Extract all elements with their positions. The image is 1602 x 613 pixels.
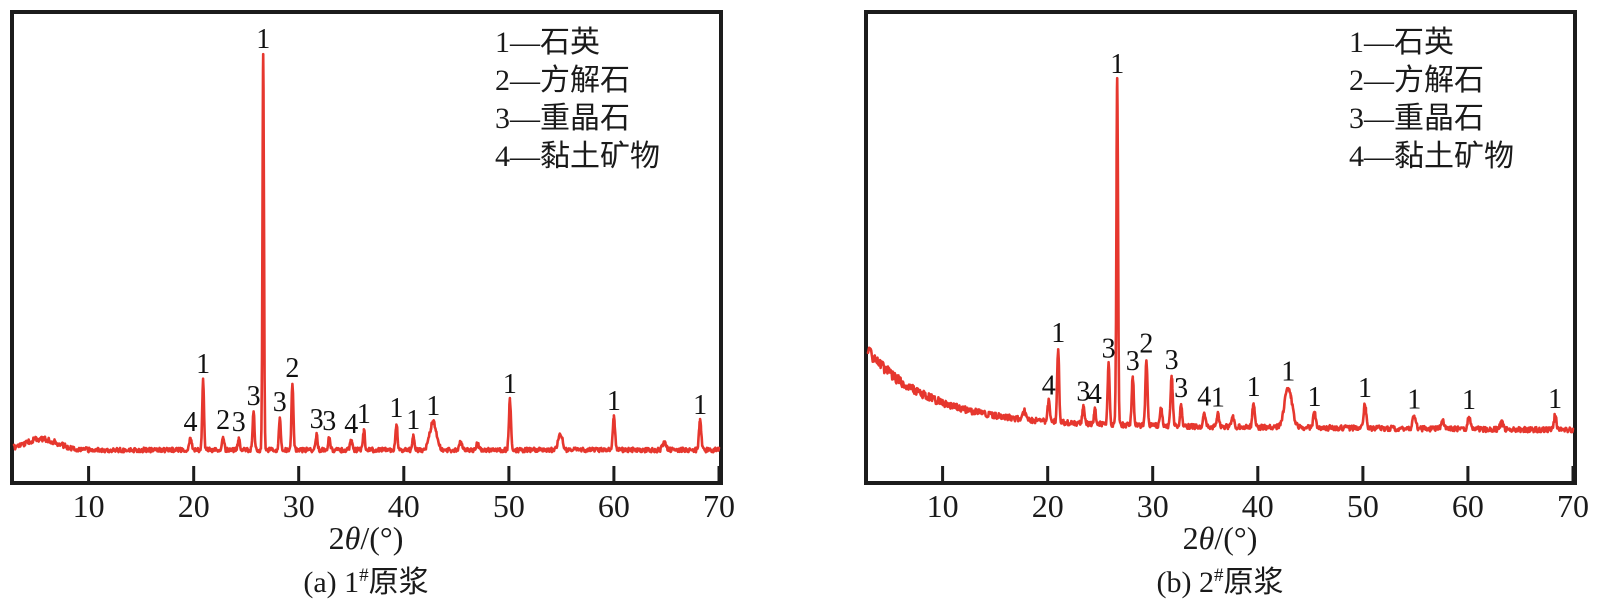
legend-item-barite: 3—重晶石 bbox=[1349, 102, 1484, 135]
legend-b: 1—石英 2—方解石 3—重晶石 4—黏土矿物 bbox=[1349, 26, 1514, 173]
peak-annotation: 4 bbox=[1197, 382, 1211, 413]
legend-item-quartz: 1—石英 bbox=[495, 26, 600, 59]
peak-annotation: 4 bbox=[1088, 379, 1102, 410]
x-axis-tick-label: 60 bbox=[1452, 488, 1484, 524]
peak-annotation: 1 bbox=[503, 369, 517, 400]
peak-annotation: 1 bbox=[1281, 357, 1295, 388]
peak-annotation: 3 bbox=[1165, 345, 1179, 376]
peak-annotation: 2 bbox=[285, 353, 299, 384]
peak-annotation: 1 bbox=[693, 390, 707, 421]
x-axis-title-a: 2θ/(°) bbox=[329, 520, 404, 556]
x-axis-tick-label: 70 bbox=[703, 488, 735, 524]
x-axis-ticks-a: 10 20 30 40 50 60 70 bbox=[73, 466, 735, 524]
x-axis-tick-label: 60 bbox=[598, 488, 630, 524]
x-axis-tick-label: 40 bbox=[1242, 488, 1274, 524]
x-axis-tick-label: 10 bbox=[927, 488, 959, 524]
legend-item-clay: 4—黏土矿物 bbox=[1349, 140, 1514, 173]
peak-annotation: 1 bbox=[1407, 385, 1421, 416]
peak-annotation: 3 bbox=[322, 406, 336, 437]
xrd-trace bbox=[12, 52, 721, 454]
x-axis-tick-label: 30 bbox=[283, 488, 315, 524]
peak-annotation: 1 bbox=[1308, 382, 1322, 413]
x-axis-ticks-b: 10 20 30 40 50 60 70 bbox=[927, 466, 1589, 524]
diffraction-trace-b bbox=[866, 76, 1575, 434]
peak-annotation: 1 bbox=[1358, 373, 1372, 404]
peak-annotation: 1 bbox=[406, 405, 420, 436]
peak-annotation: 1 bbox=[256, 24, 270, 55]
peak-annotation: 4 bbox=[1042, 371, 1056, 402]
legend-item-calcite: 2—方解石 bbox=[1349, 64, 1484, 97]
peak-annotation: 1 bbox=[1110, 49, 1124, 80]
peak-annotation: 3 bbox=[1126, 346, 1140, 377]
peak-annotation: 3 bbox=[310, 404, 324, 435]
xrd-trace bbox=[866, 76, 1575, 434]
peak-annotation: 3 bbox=[1174, 373, 1188, 404]
peak-annotation: 1 bbox=[1462, 385, 1476, 416]
peak-annotation: 3 bbox=[273, 387, 287, 418]
peak-annotation: 3 bbox=[1076, 377, 1090, 408]
peak-annotation: 4 bbox=[184, 407, 198, 438]
peak-annotation: 3 bbox=[247, 381, 261, 412]
caption-a: (a) 1#原浆 bbox=[303, 565, 428, 599]
peak-annotation: 1 bbox=[357, 399, 371, 430]
plot-border-b bbox=[864, 10, 1577, 485]
peak-annotation: 1 bbox=[1051, 318, 1065, 349]
peak-annotation: 3 bbox=[1102, 334, 1116, 365]
x-axis-tick-label: 50 bbox=[1347, 488, 1379, 524]
legend-a: 1—石英 2—方解石 3—重晶石 4—黏土矿物 bbox=[495, 26, 660, 173]
caption-b: (b) 2#原浆 bbox=[1157, 565, 1284, 599]
peak-annotation: 3 bbox=[232, 407, 246, 438]
peak-annotation: 2 bbox=[216, 405, 230, 436]
x-axis-tick-label: 30 bbox=[1137, 488, 1169, 524]
x-axis-tick-label: 20 bbox=[178, 488, 210, 524]
legend-item-calcite: 2—方解石 bbox=[495, 64, 630, 97]
peak-annotation: 1 bbox=[607, 386, 621, 417]
peak-annotation: 4 bbox=[344, 409, 358, 440]
peak-annotation: 1 bbox=[389, 393, 403, 424]
peak-annotation: 1 bbox=[1211, 383, 1225, 414]
x-axis-tick-label: 70 bbox=[1557, 488, 1589, 524]
legend-item-quartz: 1—石英 bbox=[1349, 26, 1454, 59]
diffraction-trace-a bbox=[12, 52, 721, 454]
peak-annotation: 2 bbox=[1139, 329, 1153, 360]
x-axis-tick-label: 20 bbox=[1032, 488, 1064, 524]
x-axis-tick-label: 40 bbox=[388, 488, 420, 524]
legend-item-clay: 4—黏土矿物 bbox=[495, 140, 660, 173]
x-axis-tick-label: 50 bbox=[493, 488, 525, 524]
plot-border-a bbox=[10, 10, 723, 485]
peak-annotation: 1 bbox=[1548, 384, 1562, 415]
peak-annotation: 1 bbox=[426, 391, 440, 422]
legend-item-barite: 3—重晶石 bbox=[495, 102, 630, 135]
peak-annotation: 1 bbox=[1247, 372, 1261, 403]
x-axis-title-b: 2θ/(°) bbox=[1183, 520, 1258, 556]
x-axis-tick-label: 10 bbox=[73, 488, 105, 524]
peak-annotation: 1 bbox=[196, 349, 210, 380]
